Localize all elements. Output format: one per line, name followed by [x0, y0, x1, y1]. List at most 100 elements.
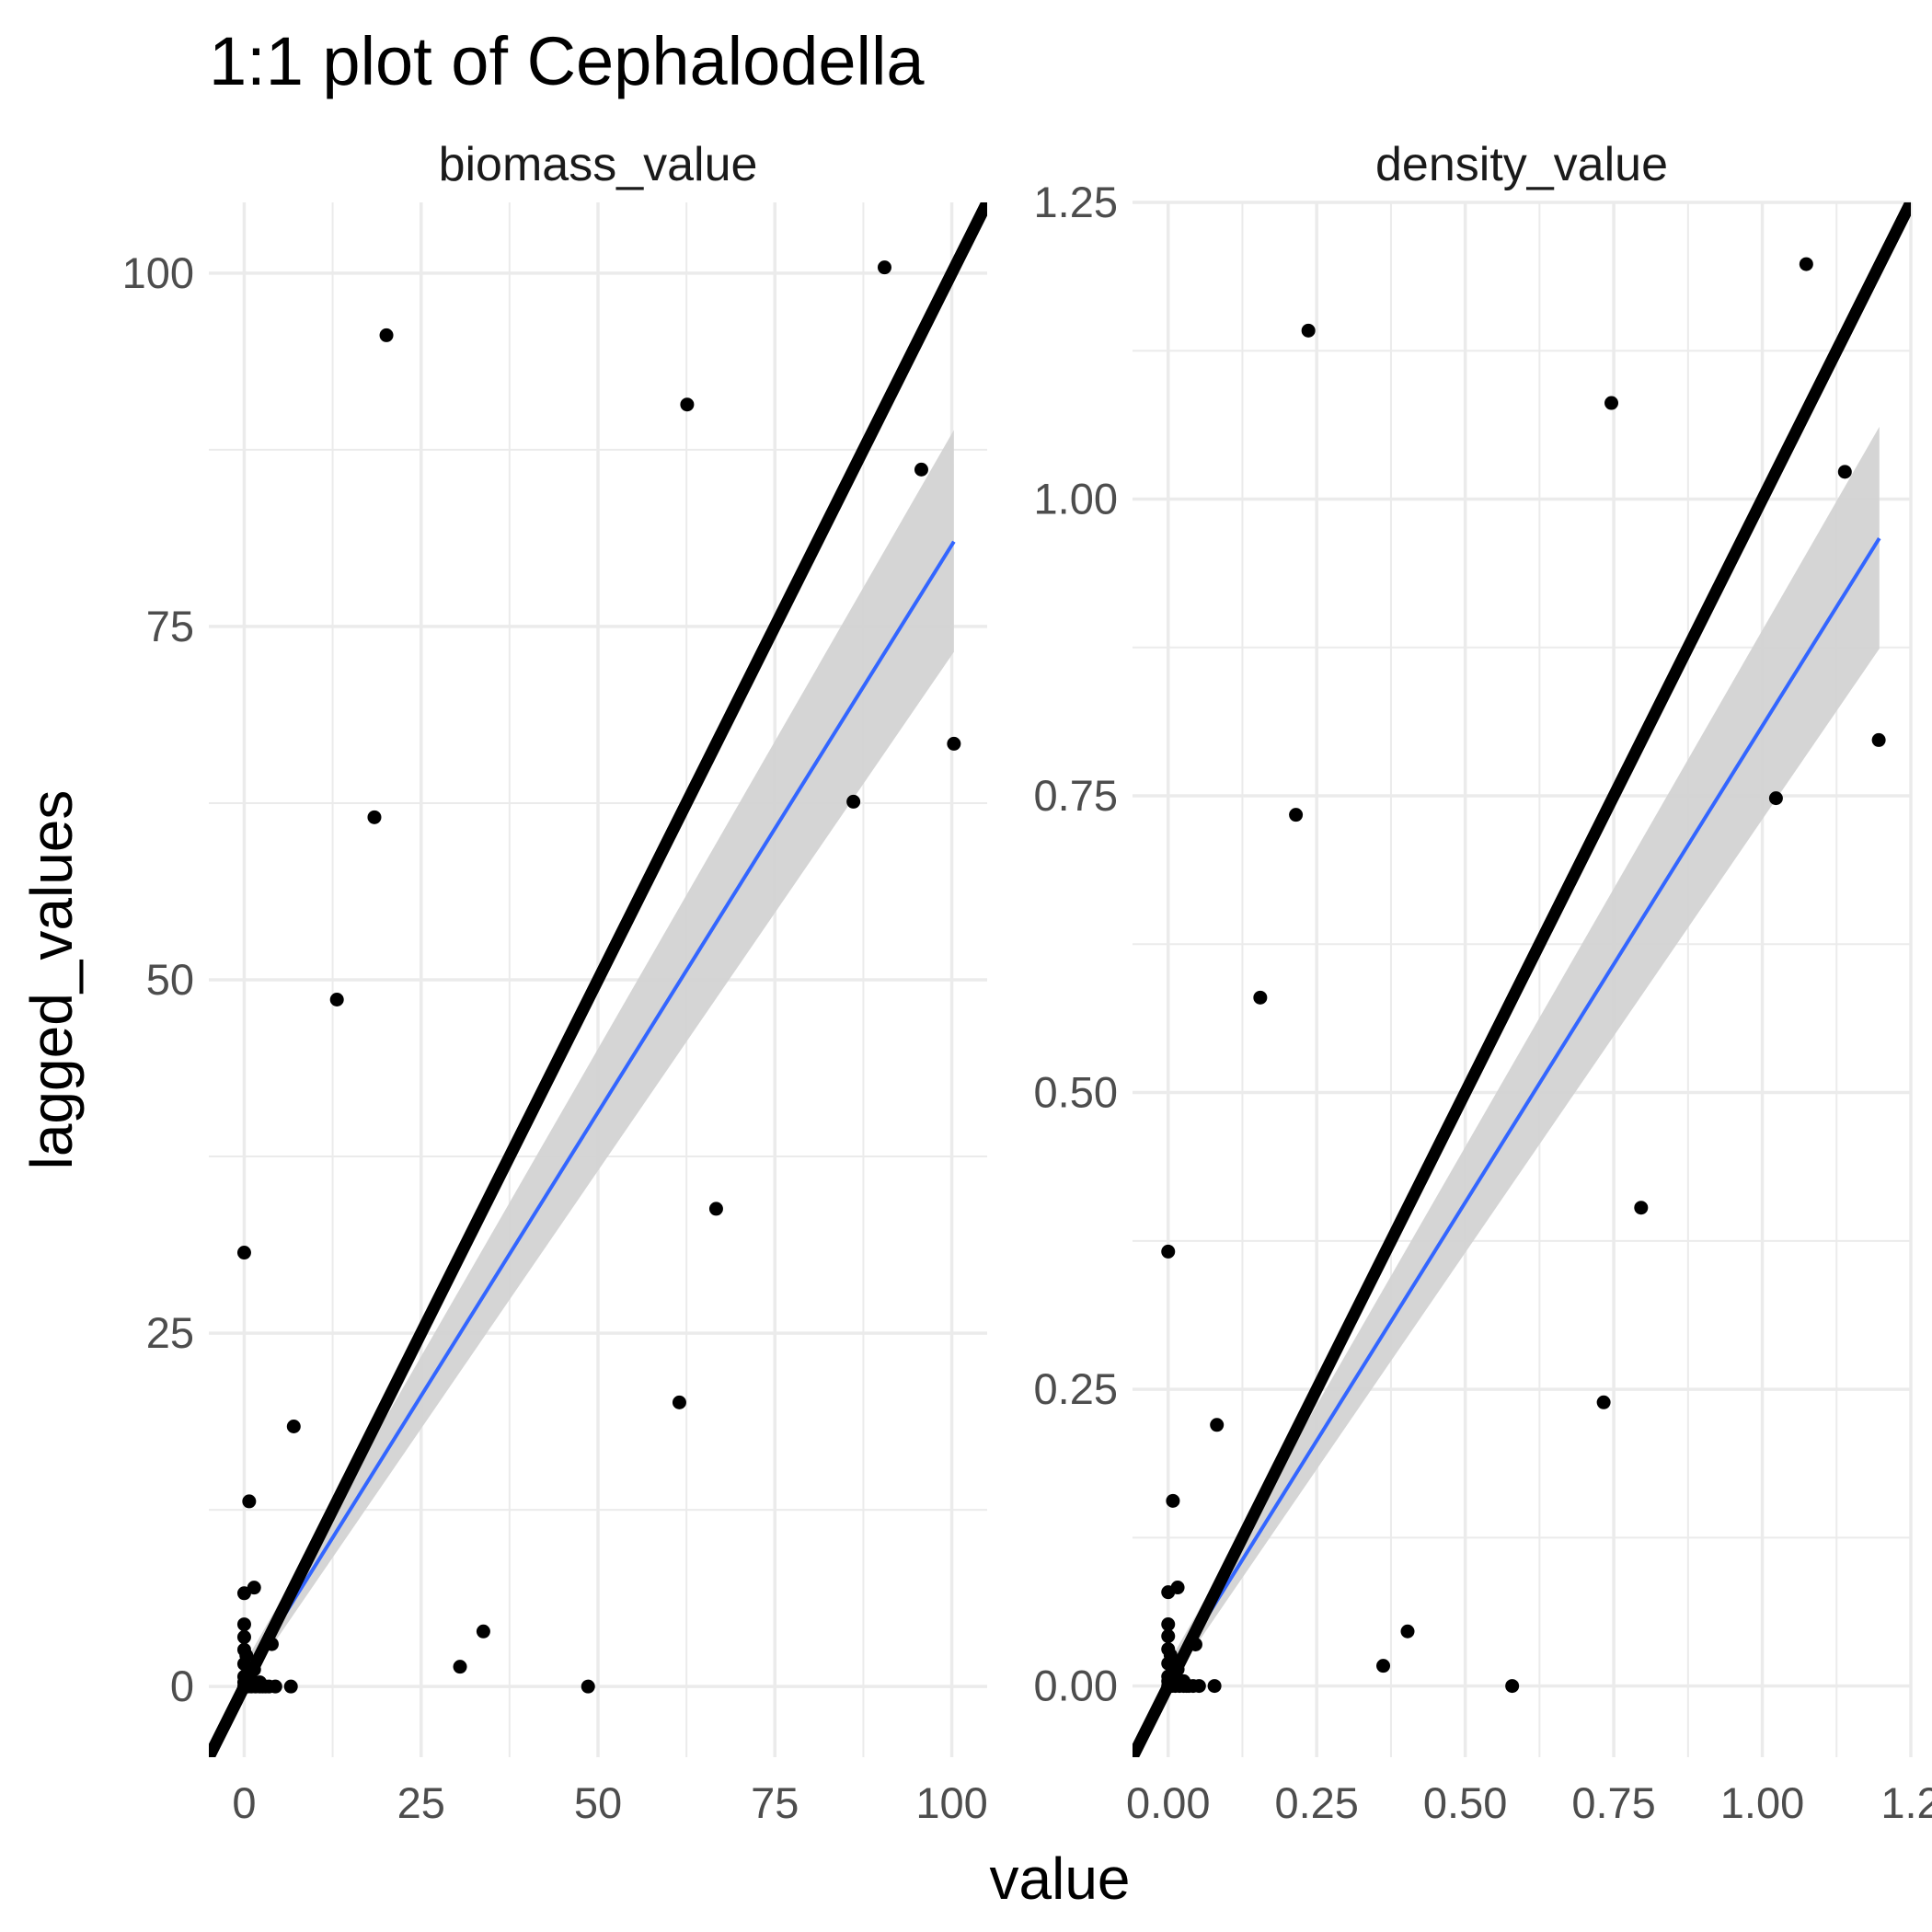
- data-point: [1161, 1585, 1176, 1600]
- data-point: [672, 1395, 686, 1409]
- data-points: [236, 260, 961, 1694]
- data-point: [1210, 1418, 1225, 1432]
- data-point: [1163, 1648, 1178, 1662]
- data-point: [247, 1662, 261, 1677]
- data-point: [379, 328, 394, 342]
- data-point: [1505, 1679, 1520, 1694]
- y-axis-tick-labels: 0 25 50 75 100: [122, 248, 194, 1710]
- data-point: [877, 260, 891, 275]
- y-tick-label: 50: [146, 955, 194, 1004]
- data-point: [453, 1660, 467, 1674]
- y-tick-label: 0.50: [1034, 1068, 1118, 1117]
- data-point: [236, 1586, 251, 1601]
- data-point: [268, 1679, 282, 1694]
- data-point: [1871, 732, 1886, 747]
- identity-line-path: [209, 202, 987, 1757]
- identity-line-path: [1133, 202, 1911, 1757]
- minor-grid: [1133, 202, 1911, 1757]
- data-point: [1161, 1673, 1176, 1688]
- x-tick-label: 25: [397, 1778, 445, 1827]
- data-point: [1799, 257, 1813, 271]
- y-tick-label: 1.00: [1034, 475, 1118, 523]
- data-points: [1161, 257, 1886, 1694]
- y-tick-label: 0.00: [1034, 1662, 1118, 1710]
- x-tick-label: 1.00: [1720, 1778, 1804, 1827]
- x-tick-label: 0.75: [1571, 1778, 1655, 1827]
- data-point: [1400, 1624, 1415, 1639]
- x-axis-title: value: [990, 1846, 1131, 1912]
- data-point: [947, 736, 961, 751]
- fit-line: [1167, 537, 1881, 1680]
- y-tick-label: 0.75: [1034, 771, 1118, 820]
- y-axis-tick-labels: 0.00 0.25 0.50 0.75 1.00 1.25: [1034, 178, 1118, 1710]
- x-tick-label: 1.2: [1880, 1778, 1932, 1827]
- x-tick-label: 0: [232, 1778, 256, 1827]
- panel-biomass-value: biomass_value 0 25 50 75 100 0 25 50 75 100: [122, 138, 988, 1827]
- confidence-band: [1167, 426, 1880, 1686]
- data-point: [581, 1679, 595, 1694]
- data-point: [1177, 1673, 1191, 1688]
- strip-label: density_value: [1375, 138, 1668, 191]
- data-point: [236, 1675, 251, 1690]
- x-tick-label: 50: [574, 1778, 622, 1827]
- data-point: [239, 1648, 254, 1662]
- data-point: [236, 1617, 251, 1632]
- fit-line-path: [1167, 537, 1881, 1680]
- data-point: [264, 1637, 279, 1651]
- data-point: [236, 1246, 251, 1260]
- x-tick-label: 0.00: [1126, 1778, 1210, 1827]
- data-point: [1253, 990, 1268, 1005]
- data-point: [1188, 1637, 1202, 1651]
- identity-line: [1133, 202, 1911, 1757]
- data-point: [1166, 1493, 1180, 1508]
- x-tick-label: 100: [915, 1778, 987, 1827]
- data-point: [476, 1624, 490, 1639]
- confidence-band-area: [244, 430, 954, 1687]
- data-point: [1596, 1395, 1611, 1409]
- data-point: [708, 1202, 723, 1216]
- data-point: [236, 1629, 251, 1644]
- x-axis-tick-labels: 0.00 0.25 0.50 0.75 1.00 1.2: [1126, 1778, 1932, 1827]
- data-point: [242, 1494, 257, 1509]
- chart-title: 1:1 plot of Cephalodella: [209, 23, 925, 99]
- data-point: [1837, 465, 1852, 479]
- identity-line: [209, 202, 987, 1757]
- data-point: [1634, 1201, 1649, 1215]
- confidence-band: [244, 430, 954, 1687]
- data-point: [1161, 1628, 1176, 1643]
- data-point: [1161, 1244, 1176, 1259]
- data-point: [1604, 396, 1619, 410]
- y-tick-label: 0: [170, 1662, 194, 1710]
- data-point: [1301, 323, 1316, 338]
- data-point: [1376, 1659, 1391, 1673]
- confidence-band-area: [1167, 426, 1880, 1686]
- data-point: [1170, 1662, 1185, 1677]
- data-point: [914, 462, 928, 477]
- data-point: [252, 1675, 267, 1690]
- strip-label: biomass_value: [439, 138, 758, 191]
- data-point: [329, 993, 344, 1007]
- data-point: [1768, 791, 1783, 806]
- data-point: [1289, 808, 1304, 822]
- data-point: [1191, 1679, 1206, 1694]
- y-tick-label: 1.25: [1034, 178, 1118, 226]
- data-point: [286, 1419, 301, 1433]
- fit-line-path: [242, 540, 956, 1681]
- y-tick-label: 25: [146, 1308, 194, 1357]
- panel-density-value: density_value 0.00 0.25 0.50 0.75 1.00 1.25 0…: [1034, 138, 1932, 1827]
- data-point: [367, 810, 382, 824]
- data-point: [846, 794, 861, 809]
- y-tick-label: 75: [146, 602, 194, 650]
- data-point: [1207, 1679, 1222, 1694]
- y-axis-title: lagged_values: [18, 790, 85, 1170]
- fit-line: [242, 540, 956, 1681]
- x-tick-label: 0.50: [1423, 1778, 1507, 1827]
- data-point: [1161, 1617, 1176, 1632]
- y-tick-label: 100: [122, 248, 194, 297]
- data-point: [680, 397, 695, 412]
- x-tick-label: 75: [751, 1778, 799, 1827]
- y-tick-label: 0.25: [1034, 1364, 1118, 1413]
- x-tick-label: 0.25: [1274, 1778, 1358, 1827]
- x-axis-tick-labels: 0 25 50 75 100: [232, 1778, 987, 1827]
